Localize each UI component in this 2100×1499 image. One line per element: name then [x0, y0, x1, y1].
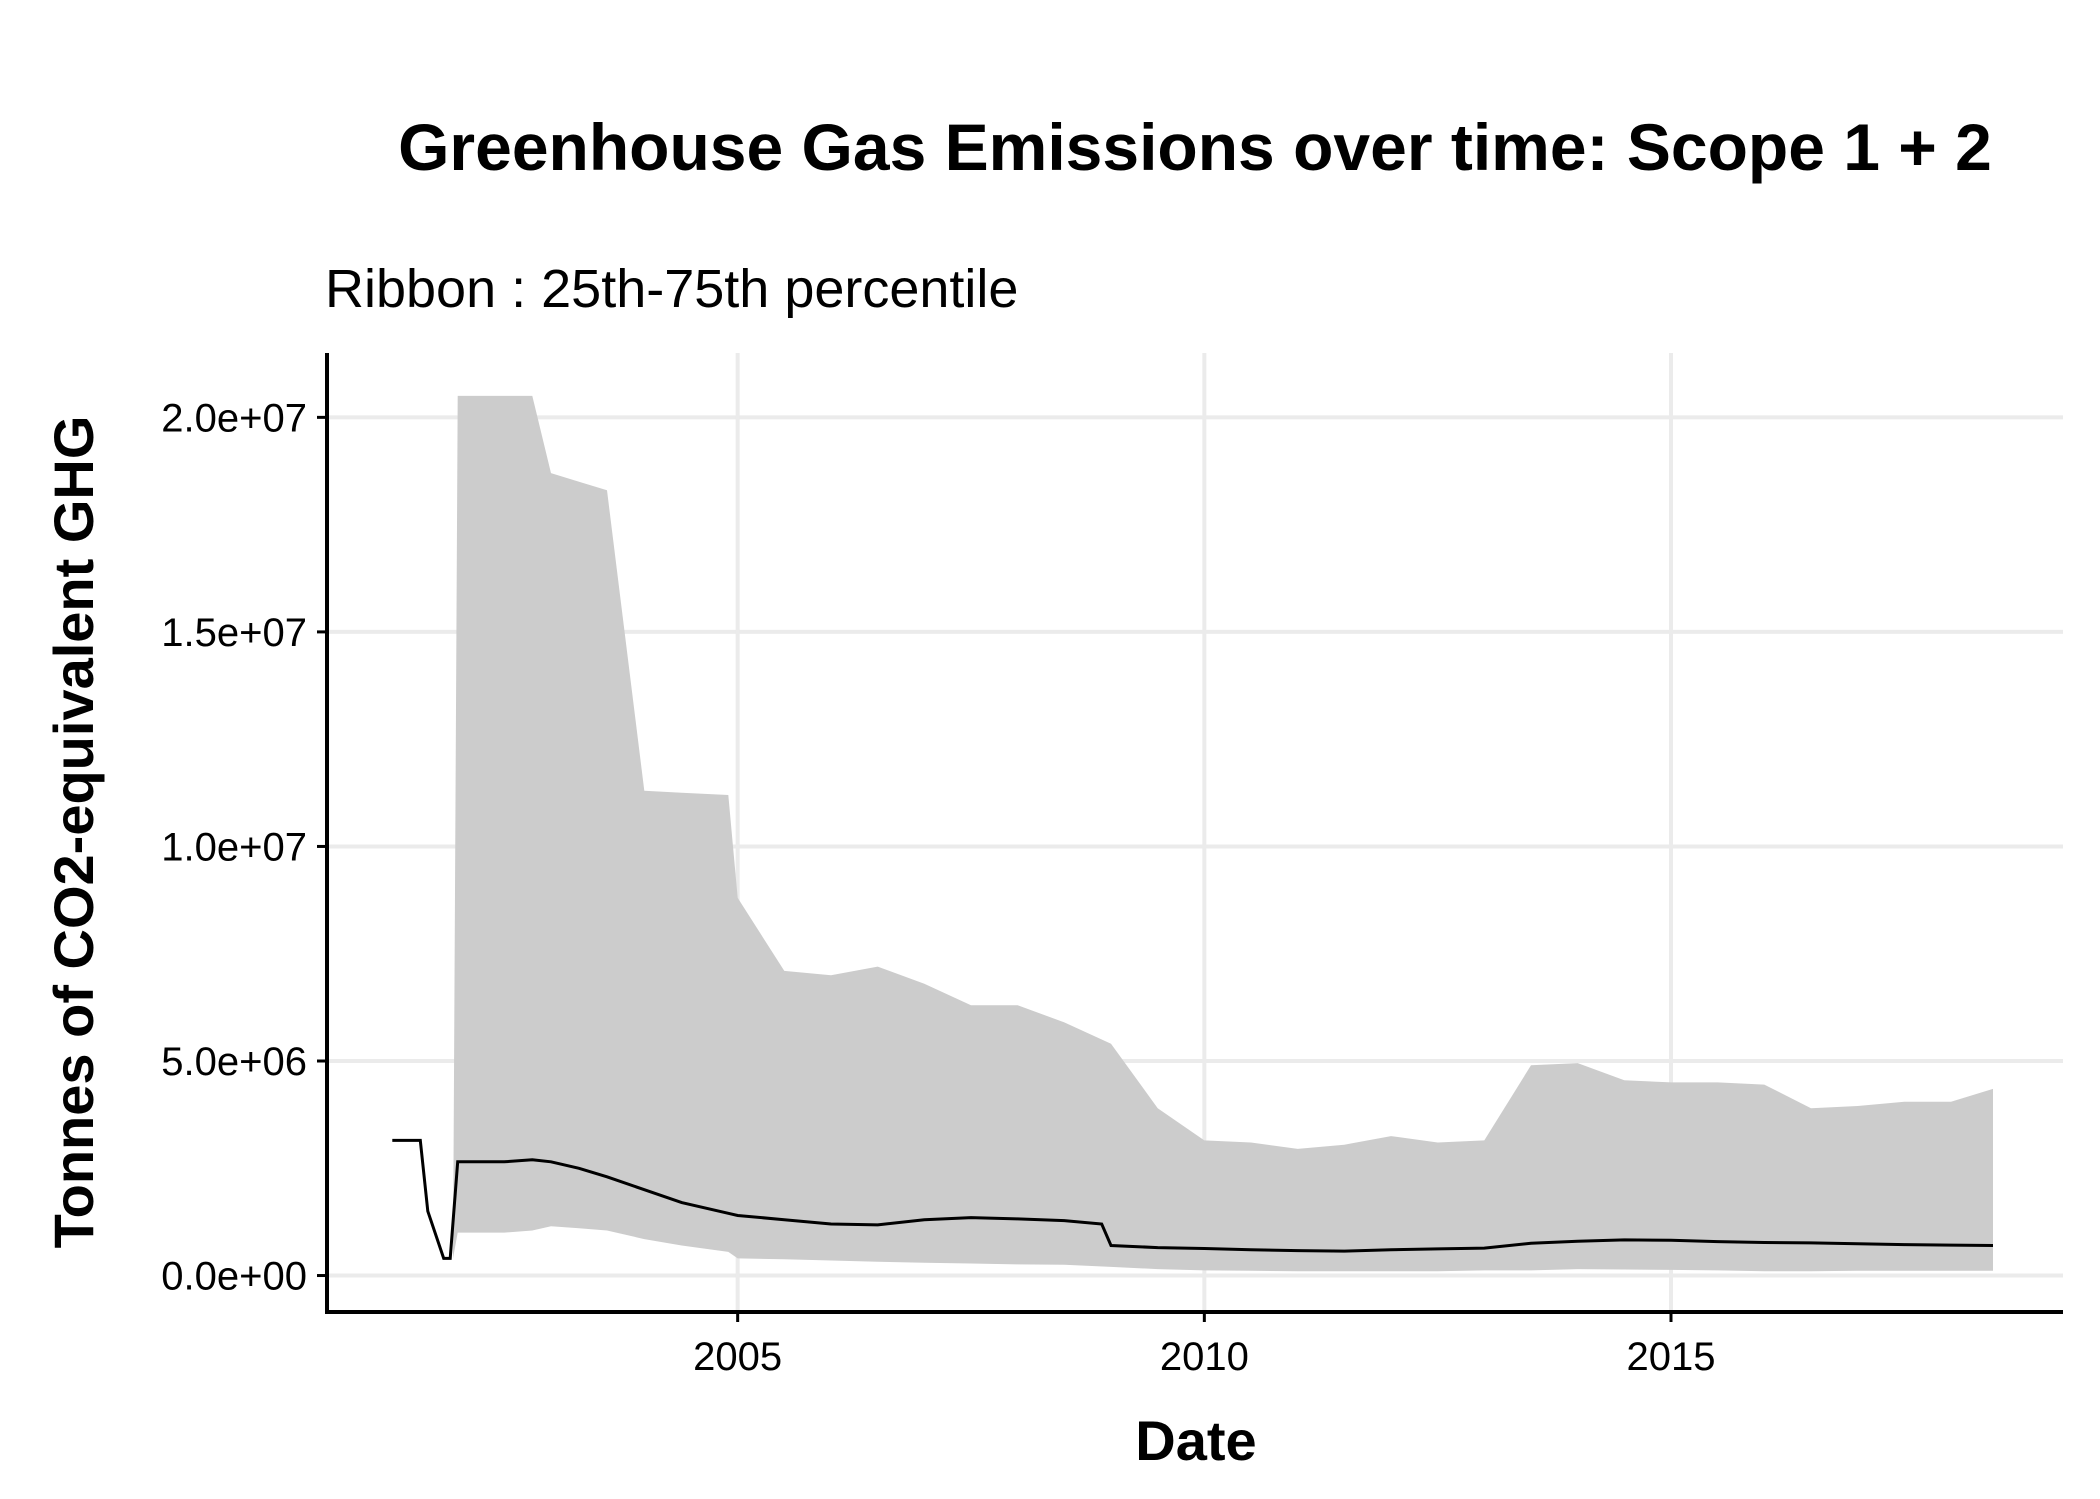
- x-axis-ticks: 2005 2010 2015: [693, 1312, 1715, 1379]
- y-axis-ticks: 0.0e+00 5.0e+06 1.0e+07 1.5e+07 2.0e+07: [161, 396, 327, 1299]
- x-tick-label: 2015: [1627, 1335, 1716, 1379]
- y-tick-label: 5.0e+06: [161, 1040, 307, 1084]
- y-tick-label: 1.5e+07: [161, 611, 307, 655]
- percentile-ribbon-layer: [429, 395, 1994, 1272]
- y-tick-label: 1.0e+07: [161, 825, 307, 869]
- axes: [325, 353, 2063, 1314]
- chart-title: Greenhouse Gas Emissions over time: Scop…: [398, 110, 1992, 184]
- median-line-layer: [392, 1138, 1994, 1260]
- y-axis-title: Tonnes of CO2-equivalent GHG: [42, 416, 105, 1249]
- x-axis-title: Date: [1135, 1409, 1256, 1472]
- x-tick-label: 2005: [693, 1335, 782, 1379]
- x-tick-label: 2010: [1160, 1335, 1249, 1379]
- percentile-ribbon: [429, 395, 1994, 1272]
- median-line: [392, 1138, 1994, 1260]
- chart-subtitle: Ribbon : 25th-75th percentile: [325, 259, 1018, 319]
- y-tick-label: 2.0e+07: [161, 396, 307, 440]
- y-tick-label: 0.0e+00: [161, 1255, 307, 1299]
